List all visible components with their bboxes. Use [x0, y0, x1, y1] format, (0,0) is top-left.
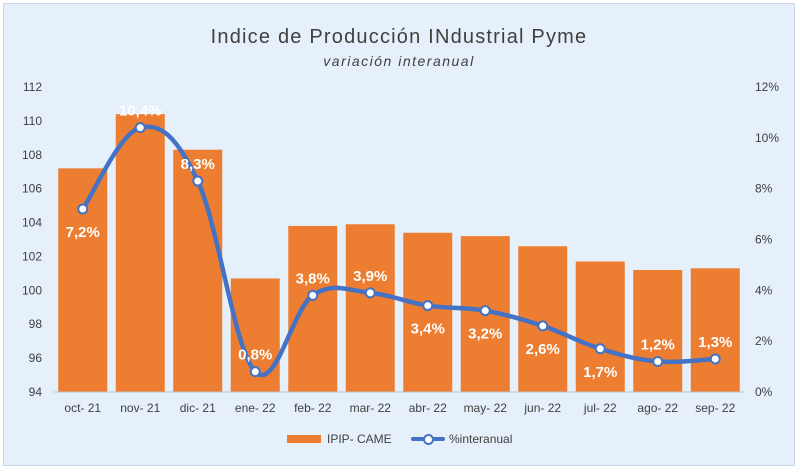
line-point[interactable]: [422, 300, 434, 312]
data-label: 8,3%: [181, 156, 215, 173]
legend: IPIP- CAME %interanual: [4, 432, 794, 448]
bar[interactable]: [575, 261, 625, 392]
line-point[interactable]: [594, 343, 606, 355]
legend-item-bars[interactable]: IPIP- CAME: [287, 432, 392, 446]
legend-bar-swatch: [287, 435, 321, 443]
data-label: 7,2%: [66, 224, 100, 241]
right-axis: 0% 2% 4% 6% 8% 10% 12%: [755, 80, 779, 399]
legend-label-bars: IPIP- CAME: [327, 432, 392, 446]
y-left-tick-label: 98: [29, 317, 43, 331]
x-tick-label: may- 22: [464, 401, 508, 415]
x-tick-label: ago- 22: [637, 401, 678, 415]
line-series: [77, 122, 721, 378]
data-label: 3,2%: [468, 326, 502, 343]
data-label: 1,2%: [641, 337, 675, 354]
legend-label-line: %interanual: [449, 432, 513, 446]
data-label: 10,4%: [119, 103, 162, 120]
y-right-tick-label: 6%: [755, 233, 773, 247]
data-labels: 7,2% 10,4% 8,3% 0,8% 3,8% 3,9% 3,4% 3,2% 2,6% 1,7…: [66, 103, 733, 381]
data-label: 2,6%: [526, 341, 560, 358]
x-axis: oct- 21 nov- 21 dic- 21 ene- 22 feb- 22 mar- …: [54, 391, 744, 415]
y-left-tick-label: 102: [22, 249, 42, 263]
chart-subtitle: variación interanual: [323, 53, 475, 69]
bar[interactable]: [288, 225, 338, 392]
bar[interactable]: [690, 268, 740, 392]
x-tick-label: feb- 22: [294, 401, 332, 415]
chart-title: Indice de Producción INdustrial Pyme: [210, 26, 588, 48]
chart-plot: 94 96 98 100 102 104 106 108 110 112 0% 2% 4% 6% 8% 10…: [22, 80, 779, 415]
data-label: 3,8%: [296, 270, 330, 287]
y-right-tick-label: 0%: [755, 385, 773, 399]
left-axis: 94 96 98 100 102 104 106 108 110 112: [22, 80, 42, 399]
y-left-tick-label: 110: [23, 114, 42, 128]
y-right-tick-label: 12%: [755, 80, 779, 94]
y-right-tick-label: 4%: [755, 283, 773, 297]
x-tick-label: dic- 21: [180, 401, 216, 415]
bar-series: [58, 114, 740, 392]
y-left-tick-label: 104: [22, 216, 42, 230]
y-right-tick-label: 2%: [755, 334, 773, 348]
y-right-tick-label: 10%: [755, 131, 779, 145]
bar[interactable]: [58, 168, 108, 392]
line-point[interactable]: [364, 287, 376, 299]
line-point[interactable]: [249, 366, 261, 378]
x-tick-label: sep- 22: [695, 401, 735, 415]
x-tick-label: mar- 22: [350, 401, 392, 415]
line-point[interactable]: [307, 289, 319, 301]
x-tick-label: jun- 22: [523, 401, 561, 415]
x-tick-label: oct- 21: [64, 401, 101, 415]
line-point[interactable]: [77, 203, 89, 215]
line-point[interactable]: [709, 353, 721, 365]
y-left-tick-label: 106: [22, 182, 42, 196]
line-point[interactable]: [134, 122, 146, 134]
data-label: 0,8%: [238, 347, 272, 364]
bar[interactable]: [403, 232, 453, 392]
line-point[interactable]: [479, 305, 491, 317]
line-point[interactable]: [192, 175, 204, 187]
chart-frame: Indice de Producción INdustrial Pyme var…: [3, 3, 795, 466]
data-label: 3,9%: [353, 268, 387, 285]
line-point[interactable]: [652, 356, 664, 367]
y-left-tick-label: 100: [22, 283, 42, 297]
y-left-tick-label: 108: [22, 148, 42, 162]
bar[interactable]: [115, 114, 165, 392]
x-tick-label: abr- 22: [409, 401, 447, 415]
y-left-tick-label: 112: [23, 80, 42, 94]
x-tick-label: nov- 21: [120, 401, 160, 415]
y-left-tick-label: 94: [29, 385, 43, 399]
bar[interactable]: [345, 224, 395, 392]
x-tick-label: jul- 22: [583, 401, 617, 415]
bar[interactable]: [173, 149, 223, 392]
y-right-tick-label: 8%: [755, 182, 773, 196]
legend-line-swatch: [411, 433, 445, 445]
bar[interactable]: [633, 270, 683, 392]
data-label: 1,7%: [583, 364, 617, 381]
legend-item-line[interactable]: %interanual: [411, 432, 512, 446]
x-tick-label: ene- 22: [235, 401, 276, 415]
data-label: 1,3%: [698, 334, 732, 351]
data-label: 3,4%: [411, 321, 445, 338]
y-left-tick-label: 96: [29, 351, 43, 365]
line-point[interactable]: [537, 320, 549, 332]
